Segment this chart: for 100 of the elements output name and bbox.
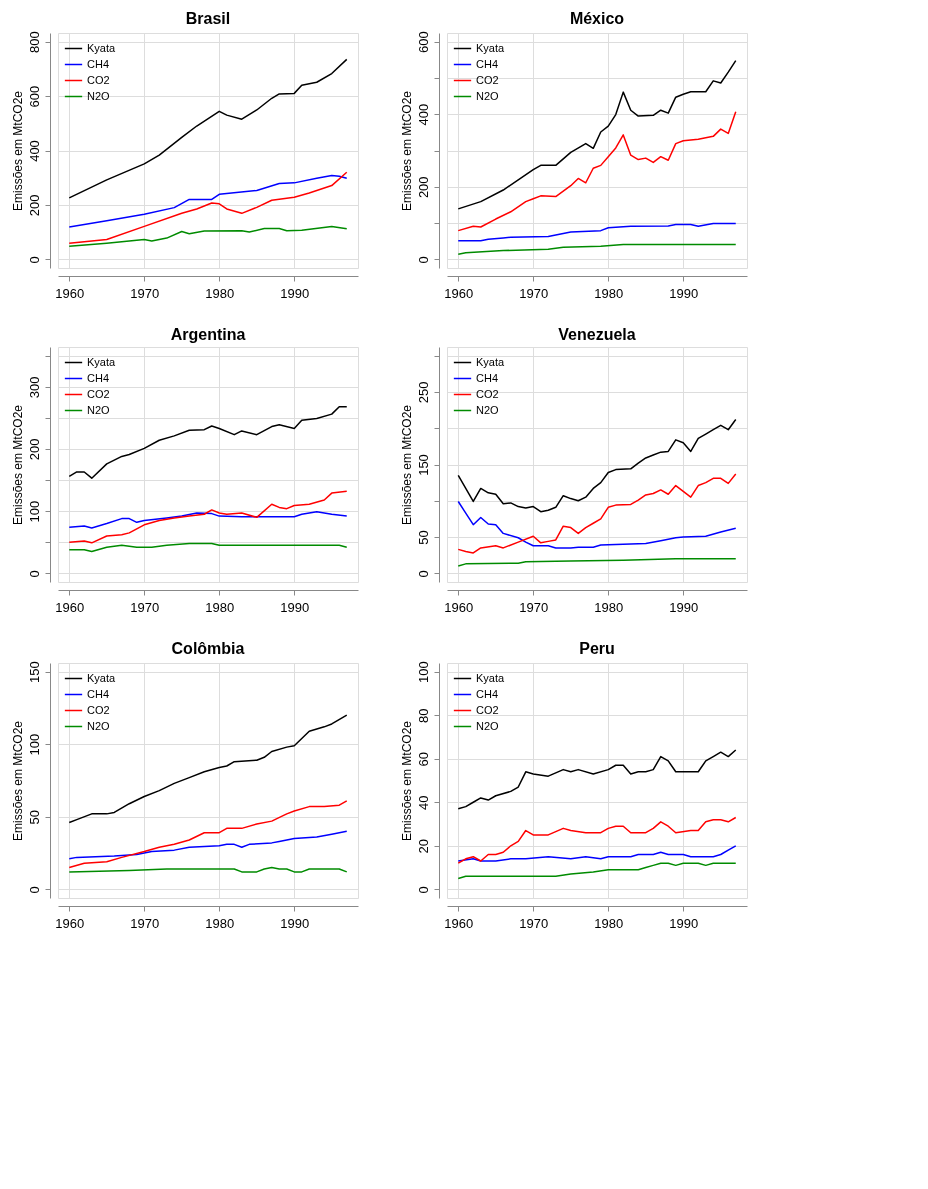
- x-tick-label: 1960: [444, 915, 474, 931]
- x-tick-label: 1960: [55, 285, 85, 301]
- y-tick-label: 0: [26, 570, 42, 578]
- x-tick-label: 1960: [444, 599, 474, 615]
- legend-label: CH4: [87, 687, 110, 700]
- x-tick-label: 1990: [669, 285, 699, 301]
- legend-label: N2O: [476, 403, 500, 416]
- legend-label: CH4: [87, 57, 110, 70]
- chart-title: Peru: [579, 639, 615, 657]
- x-tick-label: 1980: [594, 599, 624, 615]
- line-series: [68, 714, 348, 824]
- x-tick-label: 1990: [669, 915, 699, 931]
- line-series: [457, 222, 737, 242]
- line-series: [68, 171, 348, 244]
- x-tick-label: 1990: [280, 915, 310, 931]
- y-axis-title: Emissões em MtCO2e: [10, 720, 25, 842]
- y-tick-label: 60: [415, 752, 431, 767]
- line-series: [457, 243, 737, 255]
- y-tick-label: 200: [415, 176, 431, 199]
- x-tick-label: 1990: [280, 285, 310, 301]
- y-axis-title: Emissões em MtCO2e: [10, 90, 25, 212]
- x-tick-label: 1960: [55, 599, 85, 615]
- line-series: [68, 405, 348, 479]
- y-tick-label: 40: [415, 795, 431, 810]
- legend-label: Kyata: [476, 41, 506, 54]
- legend-label: Kyata: [87, 355, 117, 368]
- chart-title: México: [569, 9, 625, 27]
- y-tick-label: 600: [26, 85, 42, 108]
- line-series: [68, 830, 348, 860]
- y-axis-title: Emissões em MtCO2e: [399, 404, 414, 526]
- y-tick-label: 0: [415, 886, 431, 894]
- x-tick-label: 1990: [669, 599, 699, 615]
- x-tick-label: 1970: [519, 915, 549, 931]
- legend-label: N2O: [87, 89, 111, 102]
- legend-label: Kyata: [87, 671, 117, 684]
- y-tick-label: 100: [26, 500, 42, 523]
- y-tick-label: 0: [415, 256, 431, 264]
- line-series: [68, 542, 348, 553]
- x-tick-label: 1970: [519, 285, 549, 301]
- y-tick-label: 80: [415, 708, 431, 723]
- legend-label: N2O: [476, 89, 500, 102]
- line-series: [457, 59, 737, 210]
- x-tick-label: 1980: [205, 915, 235, 931]
- line-series: [457, 862, 737, 880]
- y-tick-label: 800: [26, 31, 42, 54]
- line-series: [457, 816, 737, 864]
- y-tick-label: 100: [26, 733, 42, 756]
- legend-label: CH4: [476, 687, 499, 700]
- x-tick-label: 1990: [280, 599, 310, 615]
- legend-label: Kyata: [476, 355, 506, 368]
- legend-label: N2O: [476, 719, 500, 732]
- legend-label: Kyata: [87, 41, 117, 54]
- y-tick-label: 50: [26, 810, 42, 825]
- y-tick-label: 200: [26, 194, 42, 217]
- legend-label: Kyata: [476, 671, 506, 684]
- y-tick-label: 150: [26, 661, 42, 684]
- y-axis-title: Emissões em MtCO2e: [399, 90, 414, 212]
- y-tick-label: 400: [415, 103, 431, 126]
- line-series: [68, 174, 348, 228]
- y-tick-label: 300: [26, 376, 42, 399]
- x-tick-label: 1980: [594, 915, 624, 931]
- line-series: [457, 749, 737, 810]
- legend-label: CO2: [87, 703, 110, 716]
- legend-label: CO2: [476, 703, 499, 716]
- line-series: [68, 511, 348, 529]
- x-tick-label: 1970: [519, 599, 549, 615]
- legend-label: CO2: [87, 73, 110, 86]
- x-tick-label: 1970: [130, 599, 160, 615]
- line-series: [457, 500, 737, 549]
- y-tick-label: 400: [26, 140, 42, 162]
- x-tick-label: 1980: [205, 599, 235, 615]
- y-tick-label: 0: [26, 256, 42, 264]
- legend-label: N2O: [87, 403, 111, 416]
- chart-title: Venezuela: [558, 326, 636, 343]
- y-tick-label: 200: [26, 438, 42, 461]
- chart-title: Argentina: [170, 326, 246, 343]
- legend-label: CH4: [476, 371, 499, 384]
- legend-label: CO2: [476, 73, 499, 86]
- line-series: [68, 800, 348, 869]
- x-tick-label: 1960: [55, 915, 85, 931]
- line-series: [68, 58, 348, 199]
- y-tick-label: 150: [415, 454, 431, 476]
- y-tick-label: 250: [415, 381, 431, 404]
- y-tick-label: 100: [415, 661, 431, 684]
- chart-title: Colômbia: [171, 639, 245, 657]
- line-series: [68, 490, 348, 544]
- x-tick-label: 1980: [205, 285, 235, 301]
- x-tick-label: 1970: [130, 285, 160, 301]
- legend-label: CO2: [476, 387, 499, 400]
- y-axis-title: Emissões em MtCO2e: [399, 720, 414, 842]
- line-series: [457, 418, 737, 513]
- y-tick-label: 50: [415, 530, 431, 545]
- legend-label: CO2: [87, 387, 110, 400]
- legend-label: CH4: [476, 57, 499, 70]
- chart-title: Brasil: [185, 9, 231, 27]
- line-series: [457, 473, 737, 554]
- y-axis-title: Emissões em MtCO2e: [10, 404, 25, 526]
- line-series: [457, 110, 737, 232]
- y-tick-label: 20: [415, 839, 431, 854]
- legend-label: CH4: [87, 371, 110, 384]
